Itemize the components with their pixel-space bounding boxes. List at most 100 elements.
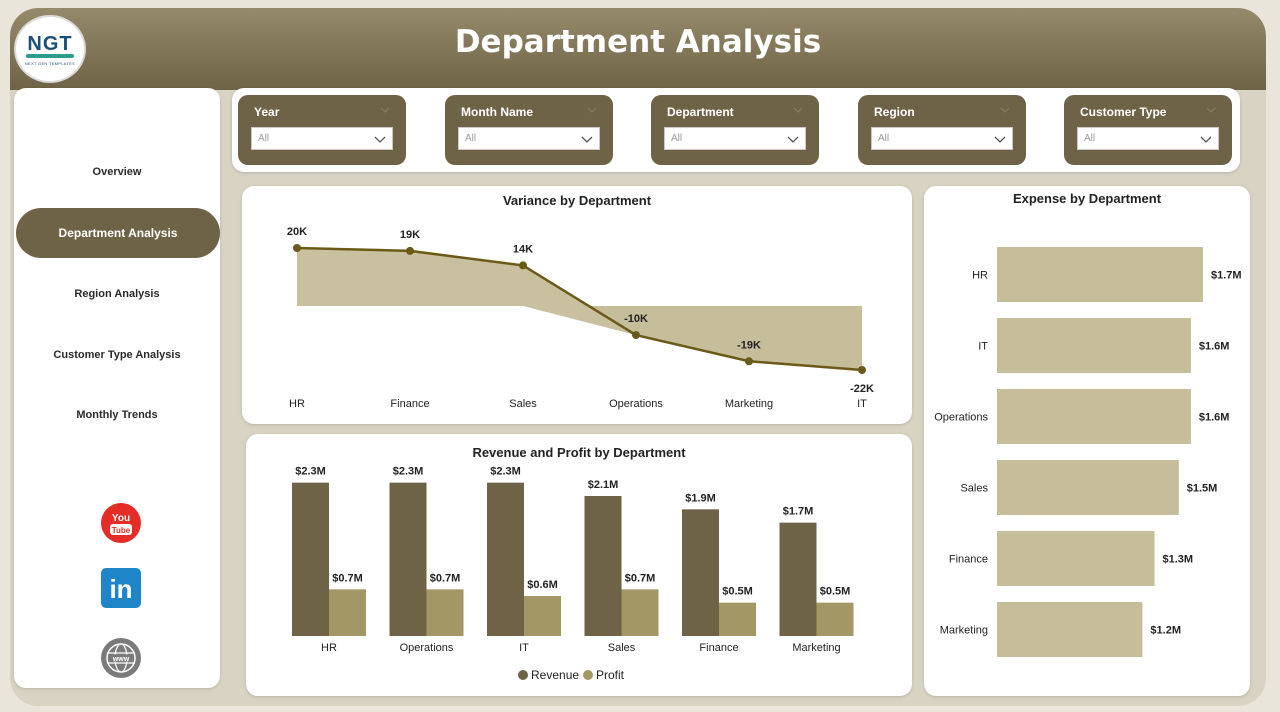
profit-label: $0.7M	[430, 572, 461, 584]
x-tick-label: Marketing	[725, 398, 773, 410]
data-label: -19K	[737, 339, 761, 351]
revenue-bar	[292, 482, 329, 636]
slicer-title: Year	[254, 105, 280, 119]
chevron-down-icon[interactable]	[1000, 105, 1010, 115]
variance-point	[293, 244, 301, 252]
chevron-down-icon[interactable]	[380, 105, 390, 115]
logo-text: NGT	[27, 32, 73, 55]
expense-chart-panel: Expense by Department HR $1.7M IT $1.6M Oper…	[924, 186, 1250, 696]
linkedin-icon-text: in	[109, 574, 132, 604]
x-tick-label: IT	[519, 642, 529, 654]
revenue-label: $1.7M	[783, 506, 814, 518]
dropdown-value: All	[258, 133, 270, 144]
month-name-dropdown[interactable]: All	[458, 127, 600, 150]
profit-label: $0.7M	[625, 572, 656, 584]
slicer-year[interactable]: Year All	[238, 95, 406, 165]
sidebar-item-customer-type-analysis[interactable]: Customer Type Analysis	[14, 349, 220, 361]
data-label: 14K	[513, 243, 533, 255]
x-tick-label: Operations	[400, 642, 454, 654]
revenue-bar	[487, 482, 524, 636]
profit-label: $0.5M	[820, 586, 851, 598]
sidebar-item-department-analysis[interactable]: Department Analysis	[16, 208, 220, 258]
expense-bar	[997, 318, 1191, 373]
data-label: $1.6M	[1199, 341, 1230, 353]
data-label: $1.5M	[1187, 483, 1218, 495]
expense-bar	[997, 389, 1191, 444]
department-dropdown[interactable]: All	[664, 127, 806, 150]
slicer-title: Customer Type	[1080, 105, 1167, 119]
profit-label: $0.7M	[332, 572, 363, 584]
sidebar-item-region-analysis[interactable]: Region Analysis	[14, 288, 220, 300]
customer-type-dropdown[interactable]: All	[1077, 127, 1219, 150]
sidebar-item-overview[interactable]: Overview	[14, 166, 220, 178]
data-label: $1.6M	[1199, 412, 1230, 424]
variance-chart: 20K HR 19K Finance 14K Sales -10K Operations -19…	[287, 226, 874, 410]
data-label: 19K	[400, 229, 420, 241]
legend-label-profit: Profit	[596, 668, 625, 682]
globe-icon[interactable]: www	[100, 637, 142, 679]
sidebar: Overview Department Analysis Region Anal…	[14, 88, 220, 688]
x-tick-label: Finance	[390, 398, 429, 410]
chevron-down-icon[interactable]	[587, 105, 597, 115]
chart-title: Revenue and Profit by Department	[472, 445, 686, 460]
profit-bar	[524, 596, 561, 636]
y-tick-label: HR	[972, 270, 988, 282]
profit-bar	[621, 589, 659, 636]
youtube-icon-text-bottom: Tube	[112, 526, 131, 535]
chart-title: Variance by Department	[502, 193, 652, 208]
x-tick-label: Marketing	[792, 642, 840, 654]
slicer-title: Month Name	[461, 105, 533, 119]
page-title: Department Analysis	[454, 24, 822, 60]
slicer-title: Region	[874, 105, 915, 119]
sidebar-item-monthly-trends[interactable]: Monthly Trends	[14, 409, 220, 421]
slicer-department[interactable]: Department All	[651, 95, 819, 165]
revenue-profit-chart: $2.3M $0.7M HR $2.3M $0.7M Operations $2.3M $0.…	[292, 466, 854, 682]
profit-label: $0.6M	[527, 579, 558, 591]
chart-title: Expense by Department	[1012, 191, 1162, 206]
slicer-customer-type[interactable]: Customer Type All	[1064, 95, 1232, 165]
expense-bar	[997, 531, 1155, 586]
variance-point	[519, 261, 527, 270]
variance-point	[858, 366, 866, 374]
dropdown-value: All	[878, 133, 890, 144]
ngt-logo[interactable]: NGT NEXT GEN TEMPLATES	[14, 15, 86, 83]
x-tick-label: Sales	[509, 398, 537, 410]
profit-bar	[329, 589, 366, 636]
data-label: -22K	[850, 383, 874, 395]
revenue-bar	[682, 509, 719, 636]
sidebar-item-label: Overview	[92, 166, 142, 178]
dropdown-value: All	[465, 133, 477, 144]
region-dropdown[interactable]: All	[871, 127, 1013, 150]
profit-bar	[719, 602, 756, 636]
expense-bar	[997, 602, 1143, 657]
data-label: -10K	[624, 313, 648, 325]
expense-chart: HR $1.7M IT $1.6M Operations $1.6M Sales $1.5M F…	[934, 247, 1242, 657]
dropdown-value: All	[671, 133, 683, 144]
data-label: 20K	[287, 226, 307, 238]
filter-bar: Year All Month Name All Department All R…	[232, 88, 1240, 172]
globe-icon-text: www	[112, 656, 130, 663]
variance-chart-panel: Variance by Department 20K HR 19K Finance 14…	[242, 186, 912, 424]
slicer-region[interactable]: Region All	[858, 95, 1026, 165]
slicer-title: Department	[667, 105, 734, 119]
header: NGT NEXT GEN TEMPLATES Department Analys…	[10, 8, 1266, 90]
variance-negative-area	[297, 306, 862, 370]
chevron-down-icon[interactable]	[793, 105, 803, 115]
revenue-label: $1.9M	[685, 492, 716, 504]
chevron-down-icon	[374, 136, 386, 143]
revenue-bar	[584, 496, 622, 636]
youtube-icon[interactable]: You Tube	[100, 502, 142, 544]
x-tick-label: Operations	[609, 398, 663, 410]
x-tick-label: Finance	[699, 642, 738, 654]
data-label: $1.3M	[1163, 554, 1194, 566]
slicer-month-name[interactable]: Month Name All	[445, 95, 613, 165]
linkedin-icon[interactable]: in	[101, 568, 141, 608]
legend-marker-profit	[583, 670, 593, 680]
year-dropdown[interactable]: All	[251, 127, 393, 150]
chevron-down-icon[interactable]	[1206, 105, 1216, 115]
y-tick-label: Operations	[934, 412, 988, 424]
variance-point	[406, 246, 414, 255]
chevron-down-icon	[581, 136, 593, 143]
chevron-down-icon	[994, 136, 1006, 143]
sidebar-item-label: Department Analysis	[58, 226, 178, 240]
